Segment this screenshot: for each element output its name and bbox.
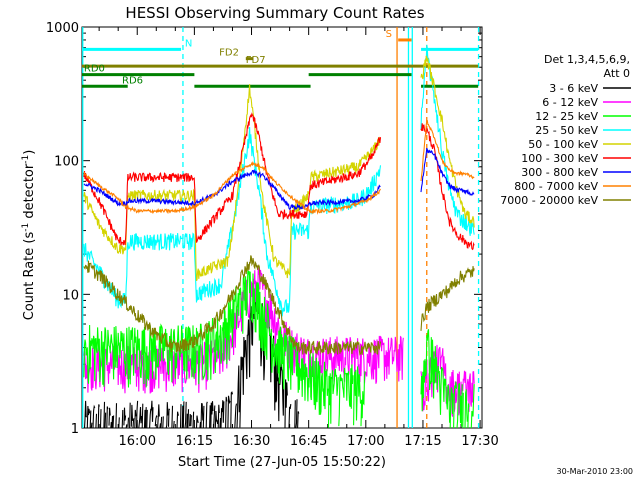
series-line xyxy=(420,329,475,429)
series-line xyxy=(420,266,475,331)
flag-label: N xyxy=(185,38,192,49)
x-tick-label: 16:30 xyxy=(233,434,270,449)
legend-label: 50 - 100 keV xyxy=(528,138,598,151)
series-line xyxy=(420,147,475,197)
y-tick-label: 100 xyxy=(54,155,79,170)
flag-label: S xyxy=(386,29,392,40)
x-tick-label: 17:30 xyxy=(461,434,498,449)
legend-label: 7000 - 20000 keV xyxy=(500,194,598,207)
legend-header-line1: Det 1,3,4,5,6,9, xyxy=(544,53,630,66)
series-line xyxy=(420,123,475,251)
x-axis-label: Start Time (27-Jun-05 15:50:22) xyxy=(178,455,386,470)
y-axis-label-end: ) xyxy=(22,150,37,155)
x-tick-labels: 16:00 16:15 16:30 16:45 17:00 17:15 17:30 xyxy=(119,434,499,449)
legend-label: 25 - 50 keV xyxy=(535,124,598,137)
flag-label: FD2 xyxy=(219,48,239,59)
y-axis-label-sup1: -1 xyxy=(21,223,31,232)
x-tick-label: 17:00 xyxy=(347,434,384,449)
series-line xyxy=(420,55,475,228)
y-tick-label: 1 xyxy=(71,422,79,437)
y-tick-label: 1000 xyxy=(46,21,79,36)
y-tick-labels: 1 10 100 1000 xyxy=(46,21,79,437)
y-axis-label-mid: detector xyxy=(22,163,37,223)
legend-label: 300 - 800 keV xyxy=(521,166,598,179)
y-tick-label: 10 xyxy=(62,288,79,303)
x-tick-label: 16:45 xyxy=(290,434,327,449)
series-line xyxy=(83,168,381,212)
flag-label: FD7 xyxy=(246,55,266,66)
legend-label: 3 - 6 keV xyxy=(549,82,598,95)
series-lines xyxy=(83,44,475,429)
legend-label: 800 - 7000 keV xyxy=(514,180,598,193)
series-line xyxy=(83,126,382,317)
series-line xyxy=(420,119,475,182)
flag-bars: N S FD2 FD7 RD0 RD6 xyxy=(82,29,479,88)
y-axis-label: Count Rate (s-1 detector-1) xyxy=(21,150,37,321)
series-line xyxy=(83,84,381,282)
x-tick-label: 17:15 xyxy=(404,434,441,449)
legend-label: 100 - 300 keV xyxy=(521,152,598,165)
series-line xyxy=(83,269,366,428)
y-axis-label-sup2: -1 xyxy=(21,155,31,164)
flag-label: RD0 xyxy=(84,64,105,75)
x-tick-label: 16:15 xyxy=(176,434,213,449)
legend-label: 12 - 25 keV xyxy=(535,110,598,123)
series-line xyxy=(83,160,381,215)
legend-label: 6 - 12 keV xyxy=(542,96,598,109)
chart-title: HESSI Observing Summary Count Rates xyxy=(125,4,424,22)
series-line xyxy=(83,255,382,356)
series-line xyxy=(83,112,382,246)
plot-frame xyxy=(81,26,483,429)
series-line xyxy=(420,44,475,236)
timestamp: 30-Mar-2010 23:00 xyxy=(557,467,634,476)
y-axis-label-main: Count Rate (s xyxy=(22,232,37,321)
legend-header-line2: Att 0 xyxy=(604,67,630,80)
x-tick-label: 16:00 xyxy=(119,434,156,449)
flag-label: RD6 xyxy=(122,75,143,86)
